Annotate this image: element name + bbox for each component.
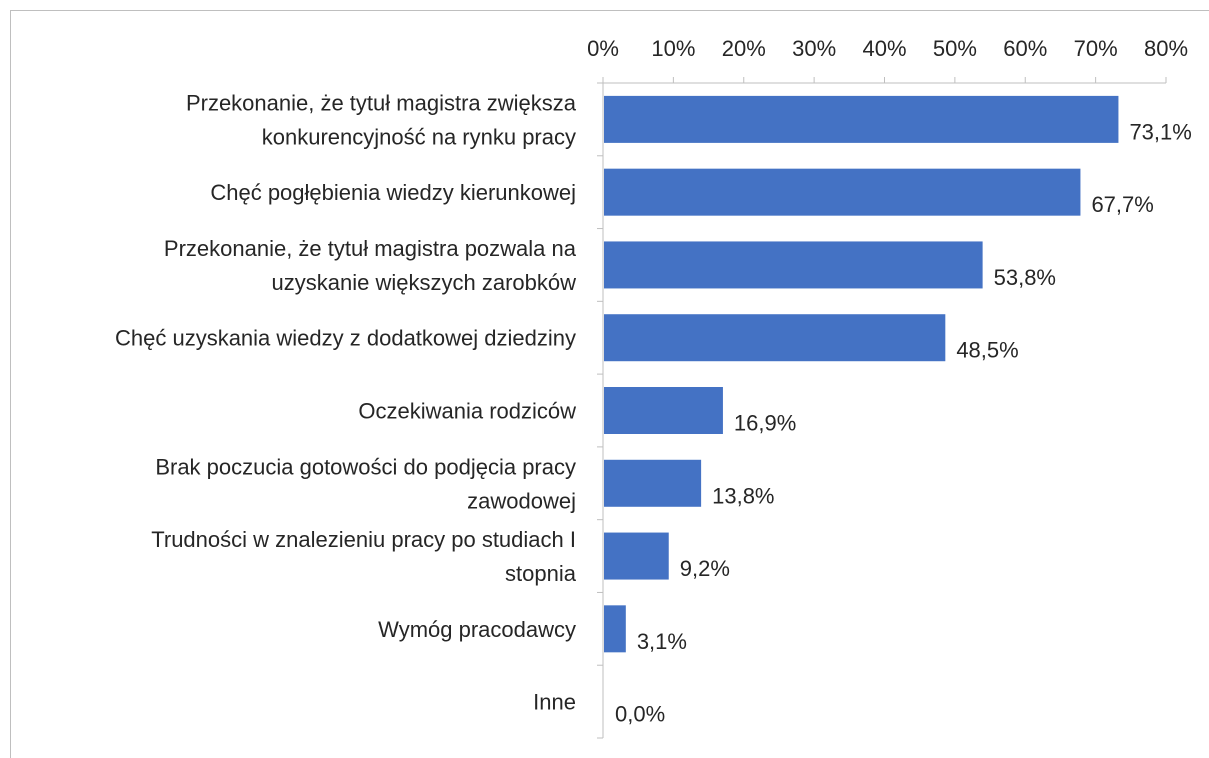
- bar: [604, 241, 983, 289]
- x-tick-label: 10%: [651, 36, 695, 61]
- x-tick-label: 80%: [1144, 36, 1188, 61]
- category-label: Brak poczucia gotowości do podjęcia prac…: [155, 454, 576, 479]
- x-tick-label: 50%: [933, 36, 977, 61]
- data-label: 53,8%: [994, 265, 1056, 290]
- category-label: Wymóg pracodawcy: [378, 617, 576, 642]
- data-label: 3,1%: [637, 629, 687, 654]
- data-label: 13,8%: [712, 483, 774, 508]
- data-label: 9,2%: [680, 556, 730, 581]
- x-tick-label: 70%: [1074, 36, 1118, 61]
- bar: [604, 387, 723, 434]
- x-tick-label: 30%: [792, 36, 836, 61]
- bar: [604, 605, 626, 653]
- category-label: Przekonanie, że tytuł magistra zwiększa: [186, 90, 577, 115]
- x-tick-label: 60%: [1003, 36, 1047, 61]
- bar: [604, 95, 1119, 143]
- category-label: Inne: [533, 690, 576, 715]
- data-label: 67,7%: [1091, 192, 1153, 217]
- category-label: Trudności w znalezieniu pracy po studiac…: [151, 527, 576, 552]
- data-label: 73,1%: [1129, 119, 1191, 144]
- category-label: Oczekiwania rodziców: [358, 399, 576, 424]
- x-tick-label: 20%: [722, 36, 766, 61]
- data-label: 16,9%: [734, 411, 796, 436]
- bar: [604, 168, 1081, 216]
- x-tick-label: 0%: [587, 36, 619, 61]
- data-label: 0,0%: [615, 702, 665, 727]
- category-label: zawodowej: [467, 488, 576, 513]
- x-tick-label: 40%: [862, 36, 906, 61]
- bar: [604, 459, 702, 507]
- category-label: Chęć pogłębienia wiedzy kierunkowej: [210, 180, 576, 205]
- category-label: konkurencyjność na rynku pracy: [262, 124, 576, 149]
- category-label: uzyskanie większych zarobków: [272, 270, 577, 295]
- category-label: Przekonanie, że tytuł magistra pozwala n…: [164, 236, 577, 261]
- data-label: 48,5%: [956, 338, 1018, 363]
- category-label: Chęć uzyskania wiedzy z dodatkowej dzied…: [115, 326, 576, 351]
- category-label: stopnia: [505, 561, 577, 586]
- bar: [604, 314, 946, 362]
- chart-frame: [10, 10, 1209, 758]
- bar: [604, 532, 669, 580]
